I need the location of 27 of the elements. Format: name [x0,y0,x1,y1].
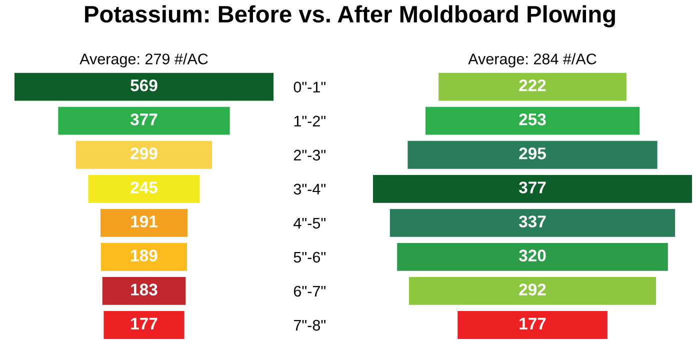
data-label: 292 [519,284,546,296]
category-label: 6"-7" [294,286,326,297]
data-label: 189 [131,250,158,262]
category-label: 2"-3" [294,150,326,161]
data-label: 377 [518,182,546,194]
data-label: 295 [519,148,546,160]
data-label: 177 [520,318,546,330]
data-label: 569 [130,79,158,92]
category-label: 4"-5" [294,218,326,229]
category-label: 1"-2" [294,116,326,126]
data-label: 299 [130,148,158,160]
data-label: 245 [130,182,158,194]
data-label: 337 [518,216,546,228]
data-label: 183 [131,284,158,296]
data-label: 320 [518,250,546,262]
category-label: 0"-1" [294,82,326,92]
category-label: 5"-6" [294,252,326,263]
category-label: 7"-8" [294,320,326,331]
text: Potassium: Before vs. After Moldboard Plowing [85,5,615,28]
data-label: 222 [519,79,546,92]
data-label: 177 [131,318,158,330]
data-label: 377 [130,114,158,126]
text: Average: 279 #/AC [80,53,208,68]
data-label: 253 [519,114,546,126]
data-label: 191 [131,216,158,228]
category-label: 3"-4" [294,184,326,195]
text: Average: 284 #/AC [468,53,596,68]
